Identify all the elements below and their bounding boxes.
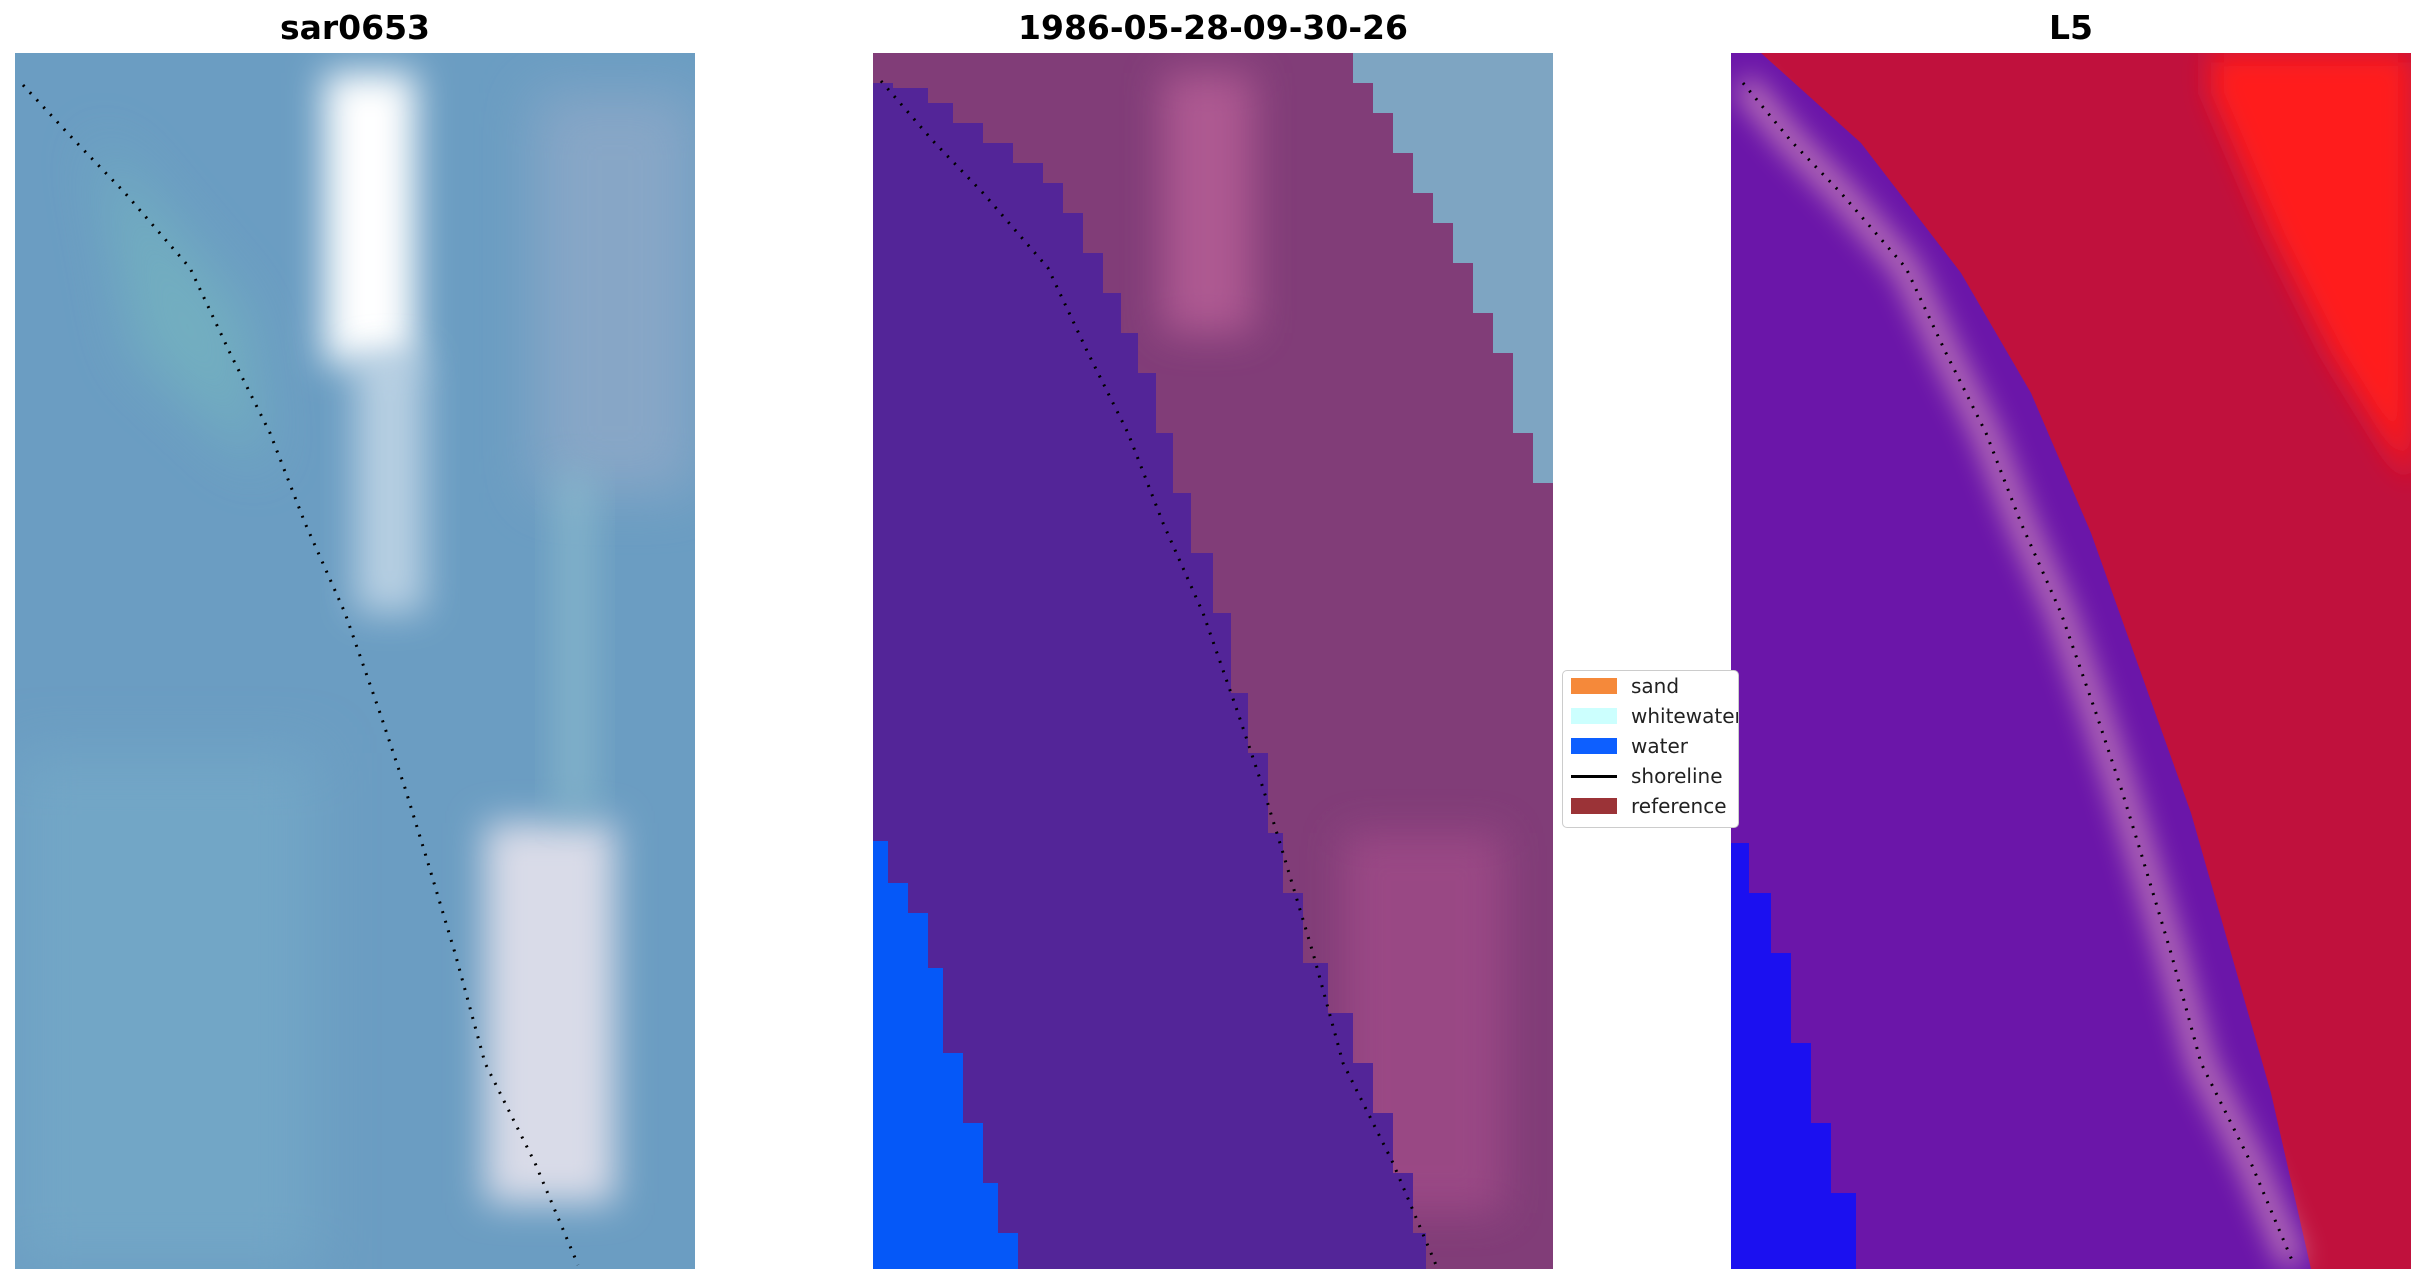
legend-label-sand: sand	[1631, 674, 1680, 698]
legend-item-sand: sand	[1563, 671, 1738, 701]
legend-swatch-whitewater	[1571, 708, 1617, 724]
legend-swatch-water	[1571, 738, 1617, 754]
legend-label-shoreline: shoreline	[1631, 764, 1723, 788]
shoreline-dots	[21, 83, 580, 1266]
panel-title-classified: 1986-05-28-09-30-26	[1018, 8, 1408, 47]
legend: sand whitewater water shoreline referenc…	[1562, 670, 1739, 828]
shoreline-dots	[1741, 82, 2296, 1266]
classified-image-panel	[873, 53, 1553, 1269]
legend-label-whitewater: whitewater	[1631, 704, 1739, 728]
panel-title-index: L5	[2049, 8, 2093, 47]
legend-line-shoreline	[1571, 775, 1617, 778]
rgb-image	[15, 53, 695, 1269]
index-image-panel	[1731, 53, 2411, 1269]
index-image	[1731, 53, 2411, 1269]
legend-item-reference: reference	[1563, 791, 1738, 821]
legend-swatch-sand	[1571, 678, 1617, 694]
legend-swatch-reference	[1571, 798, 1617, 814]
panel-title-rgb: sar0653	[279, 8, 431, 47]
rgb-image-panel	[15, 53, 695, 1269]
legend-item-shoreline: shoreline	[1563, 761, 1738, 791]
legend-label-water: water	[1631, 734, 1688, 758]
legend-label-reference: reference	[1631, 794, 1727, 818]
classified-image	[873, 53, 1553, 1269]
legend-item-water: water	[1563, 731, 1738, 761]
legend-item-whitewater: whitewater	[1563, 701, 1739, 731]
